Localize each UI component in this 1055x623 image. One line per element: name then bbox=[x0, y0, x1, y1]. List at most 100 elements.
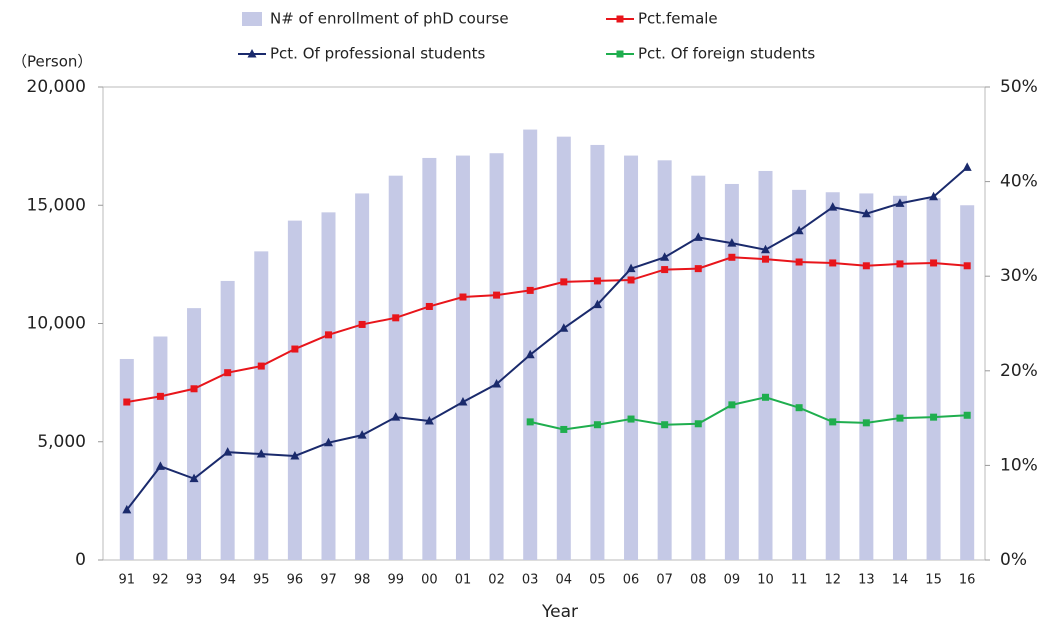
marker bbox=[626, 263, 636, 273]
bar bbox=[422, 157, 437, 560]
marker bbox=[930, 259, 938, 267]
y2-tick-label: 10% bbox=[1000, 455, 1038, 475]
x-axis-title: Year bbox=[541, 602, 578, 622]
bar bbox=[926, 198, 941, 560]
x-tick-label: 99 bbox=[387, 573, 404, 588]
x-tick-label: 11 bbox=[791, 573, 808, 588]
marker bbox=[762, 393, 769, 401]
marker bbox=[424, 415, 434, 425]
marker bbox=[661, 266, 669, 274]
x-tick-label: 16 bbox=[959, 573, 976, 588]
x-tick-label: 14 bbox=[892, 573, 909, 588]
x-tick-label: 05 bbox=[589, 573, 606, 588]
marker bbox=[861, 208, 871, 218]
bar bbox=[489, 153, 504, 560]
marker bbox=[627, 415, 635, 423]
bar bbox=[388, 175, 403, 560]
legend-label: Pct. Of foreign students bbox=[638, 45, 815, 63]
bar bbox=[220, 280, 235, 560]
marker bbox=[728, 253, 736, 261]
legend-label: Pct. Of professional students bbox=[270, 45, 486, 63]
marker bbox=[862, 419, 870, 427]
y2-tick-label: 20% bbox=[1000, 361, 1038, 381]
marker bbox=[325, 331, 332, 339]
line bbox=[529, 396, 968, 431]
bar bbox=[153, 336, 168, 560]
bar bbox=[556, 136, 571, 561]
marker bbox=[828, 202, 838, 211]
marker bbox=[357, 430, 367, 439]
x-tick-label: 10 bbox=[757, 573, 774, 588]
x-tick-label: 13 bbox=[858, 573, 875, 588]
marker bbox=[762, 255, 769, 263]
x-tick-label: 02 bbox=[488, 573, 505, 588]
bar bbox=[590, 144, 605, 560]
marker bbox=[560, 425, 568, 433]
bar bbox=[825, 192, 840, 560]
marker bbox=[492, 379, 502, 388]
legend-label: Pct.female bbox=[638, 10, 718, 28]
bar bbox=[119, 358, 134, 560]
marker bbox=[694, 265, 702, 273]
marker bbox=[761, 244, 770, 254]
marker bbox=[862, 262, 870, 270]
marker bbox=[929, 191, 939, 201]
marker bbox=[189, 473, 199, 483]
bar bbox=[187, 308, 202, 560]
bar bbox=[724, 183, 739, 560]
x-tick-label: 93 bbox=[186, 573, 203, 588]
marker bbox=[290, 450, 300, 460]
y2-tick-label: 30% bbox=[1000, 266, 1038, 286]
marker bbox=[592, 299, 602, 309]
x-tick-label: 01 bbox=[455, 573, 472, 588]
y2-tick-label: 0% bbox=[1000, 550, 1027, 570]
bar bbox=[523, 129, 538, 560]
legend-swatch bbox=[242, 12, 262, 26]
marker bbox=[223, 447, 233, 456]
bar bbox=[254, 251, 269, 560]
bar bbox=[960, 205, 975, 560]
bar bbox=[287, 220, 302, 560]
bar bbox=[892, 195, 907, 561]
marker bbox=[257, 362, 265, 370]
marker bbox=[458, 397, 468, 406]
y-axis-unit: （Person） bbox=[12, 53, 92, 71]
y-tick-label: 5,000 bbox=[37, 432, 86, 452]
bar bbox=[859, 193, 874, 561]
bar bbox=[657, 160, 672, 560]
marker bbox=[896, 414, 904, 422]
x-tick-label: 04 bbox=[556, 573, 573, 588]
y-tick-label: 15,000 bbox=[27, 195, 86, 215]
marker bbox=[190, 385, 198, 393]
marker bbox=[895, 198, 905, 207]
plot-frame bbox=[102, 86, 986, 561]
marker bbox=[829, 418, 837, 426]
marker bbox=[727, 238, 737, 247]
marker bbox=[526, 286, 534, 294]
marker bbox=[493, 291, 501, 299]
y-tick-label: 20,000 bbox=[27, 77, 86, 97]
x-tick-label: 97 bbox=[320, 573, 337, 588]
bar bbox=[758, 170, 773, 560]
x-tick-label: 08 bbox=[690, 573, 707, 588]
x-tick-label: 00 bbox=[421, 573, 438, 588]
x-tick-label: 06 bbox=[623, 573, 640, 588]
marker bbox=[525, 349, 535, 359]
legend-marker bbox=[616, 50, 624, 58]
marker bbox=[593, 421, 601, 429]
x-tick-label: 12 bbox=[824, 573, 841, 588]
marker bbox=[693, 232, 703, 241]
x-tick-label: 07 bbox=[656, 573, 673, 588]
x-tick-label: 09 bbox=[724, 573, 741, 588]
bar bbox=[624, 155, 639, 560]
marker bbox=[795, 404, 803, 412]
marker bbox=[123, 398, 131, 406]
marker bbox=[660, 252, 670, 261]
marker bbox=[291, 345, 299, 353]
line bbox=[126, 166, 968, 511]
legend-marker bbox=[247, 49, 257, 58]
marker bbox=[526, 418, 534, 426]
marker bbox=[829, 259, 837, 267]
line bbox=[126, 256, 968, 404]
